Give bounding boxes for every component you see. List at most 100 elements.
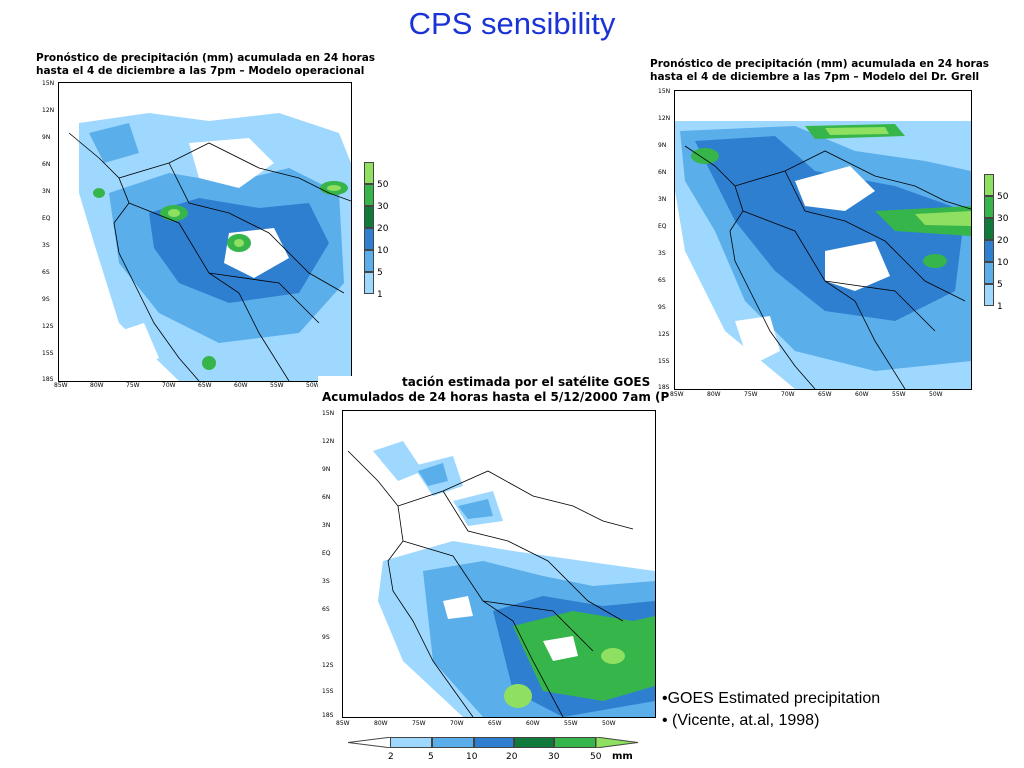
lat-tick-label: 12S [42, 323, 54, 330]
lat-tick-label: 18S [322, 712, 334, 719]
precip-map-operational [58, 82, 352, 382]
legend-label: 5 [377, 268, 383, 278]
legend-swatch [364, 228, 374, 250]
legend-swatch [984, 284, 994, 306]
lat-tick-label: 15S [658, 358, 670, 365]
legend-swatch [984, 240, 994, 262]
lat-tick-label: 9S [658, 304, 666, 311]
lat-tick-label: 12N [42, 107, 55, 114]
lon-tick-label: 55W [892, 391, 906, 398]
legend-goes: 2 5 10 20 30 50 mm [348, 737, 648, 767]
legend-label: 10 [377, 246, 389, 256]
panel-title-line1: Pronóstico de precipitación (mm) acumula… [650, 58, 990, 70]
lon-tick-label: 60W [526, 720, 540, 727]
legend-swatch [984, 174, 994, 196]
lat-tick-label: 9N [42, 134, 51, 141]
lat-tick-label: 15S [42, 350, 54, 357]
lat-tick-label: 15S [322, 688, 334, 695]
legend-label: 50 [590, 752, 602, 762]
lat-tick-label: 3S [42, 242, 50, 249]
lat-tick-label: 9S [42, 296, 50, 303]
legend-label: 30 [377, 202, 389, 212]
legend-label: 50 [377, 180, 389, 190]
lat-tick-label: 3N [322, 522, 331, 529]
lon-tick-label: 75W [412, 720, 426, 727]
precip-map-goes [342, 410, 656, 718]
legend-label: 10 [997, 258, 1009, 268]
slide-title: CPS sensibility [408, 6, 616, 41]
lat-tick-label: 6S [658, 277, 666, 284]
lon-tick-label: 60W [855, 391, 869, 398]
legend-arrow-right [596, 737, 638, 748]
legend-label: 5 [997, 280, 1003, 290]
lat-tick-label: 12S [658, 331, 670, 338]
panel-goes-estimate: tación estimada por el satélite GOES Acu… [318, 375, 669, 721]
legend-swatch [432, 737, 474, 748]
lat-tick-label: 12N [658, 115, 671, 122]
lon-tick-label: 85W [670, 391, 684, 398]
legend-label: 30 [997, 214, 1009, 224]
lat-tick-label: 12N [322, 438, 335, 445]
legend-operational: 50 30 20 10 5 1 [364, 162, 394, 322]
lat-tick-label: 15N [42, 80, 55, 87]
legend-label: 2 [388, 752, 394, 762]
panel-title-line1: tación estimada por el satélite GOES [402, 375, 651, 389]
panel-title-line2: hasta el 4 de diciembre a las 7pm – Mode… [650, 71, 980, 83]
legend-grell: 50 30 20 10 5 1 [984, 174, 1018, 334]
legend-label: 50 [997, 192, 1009, 202]
lat-tick-label: 9N [322, 466, 331, 473]
legend-label: 20 [377, 224, 389, 234]
legend-swatch [364, 206, 374, 228]
lat-tick-label: EQ [658, 223, 667, 230]
legend-swatch [554, 737, 596, 748]
lon-tick-label: 65W [818, 391, 832, 398]
panel-grell-model: Pronóstico de precipitación (mm) acumula… [640, 58, 990, 403]
precip-map-grell [674, 90, 972, 390]
panel-title-line2: Acumulados de 24 horas hasta el 5/12/200… [322, 390, 670, 404]
lon-tick-label: 75W [744, 391, 758, 398]
legend-label: 10 [466, 752, 478, 762]
lat-tick-label: 18S [658, 384, 670, 391]
lat-tick-label: 3S [322, 578, 330, 585]
lat-tick-label: 18S [42, 376, 54, 383]
lat-tick-label: 6S [42, 269, 50, 276]
lon-tick-label: 55W [564, 720, 578, 727]
lon-tick-label: 80W [374, 720, 388, 727]
lat-tick-label: 3N [658, 196, 667, 203]
legend-arrow-left [348, 737, 392, 748]
legend-swatch [984, 262, 994, 284]
lat-tick-label: 15N [322, 410, 335, 417]
legend-label: 20 [997, 236, 1009, 246]
panel-title-line2: hasta el 4 de diciembre a las 7pm – Mode… [36, 65, 365, 77]
legend-swatch [364, 184, 374, 206]
lon-tick-label: 50W [306, 382, 320, 389]
lon-tick-label: 65W [198, 382, 212, 389]
lat-tick-label: 6N [658, 169, 667, 176]
notes: •GOES Estimated precipitation • (Vicente… [662, 688, 880, 732]
note-line: •GOES Estimated precipitation [662, 690, 881, 707]
legend-swatch [364, 272, 374, 294]
lat-tick-label: 9N [658, 142, 667, 149]
lon-tick-label: 70W [781, 391, 795, 398]
legend-unit: mm [612, 751, 633, 762]
lon-tick-label: 80W [707, 391, 721, 398]
legend-swatch [364, 250, 374, 272]
lon-tick-label: 80W [90, 382, 104, 389]
lon-tick-label: 70W [450, 720, 464, 727]
legend-label: 5 [428, 752, 434, 762]
lon-tick-label: 50W [929, 391, 943, 398]
legend-swatch [390, 737, 432, 748]
lon-tick-label: 75W [126, 382, 140, 389]
legend-swatch [984, 196, 994, 218]
lat-tick-label: 6S [322, 606, 330, 613]
lat-tick-label: 6N [322, 494, 331, 501]
legend-label: 1 [377, 290, 383, 300]
lat-tick-label: EQ [42, 215, 51, 222]
legend-swatch [474, 737, 514, 748]
lat-tick-label: 12S [322, 662, 334, 669]
legend-swatch [364, 162, 374, 184]
lon-tick-label: 70W [162, 382, 176, 389]
lon-tick-label: 85W [336, 720, 350, 727]
lon-tick-label: 60W [234, 382, 248, 389]
legend-swatch [984, 218, 994, 240]
